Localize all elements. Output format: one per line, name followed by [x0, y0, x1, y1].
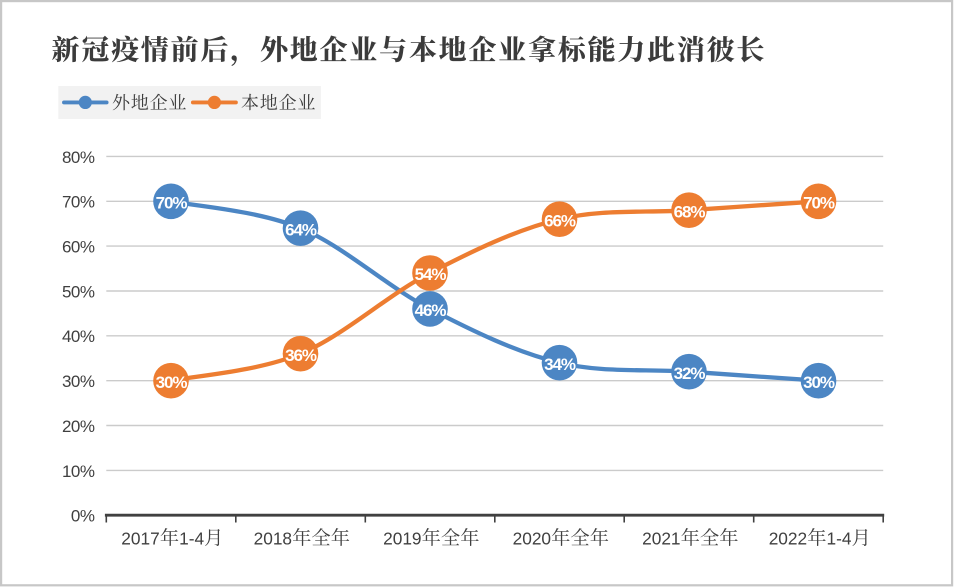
- svg-text:0%: 0%: [71, 507, 95, 526]
- svg-text:64%: 64%: [285, 220, 317, 239]
- svg-text:2020: 2020: [513, 529, 551, 549]
- svg-text:2018: 2018: [254, 529, 292, 549]
- svg-text:34%: 34%: [544, 355, 576, 374]
- svg-text:80%: 80%: [62, 148, 95, 167]
- svg-text:30%: 30%: [803, 373, 835, 392]
- svg-text:54%: 54%: [415, 265, 447, 284]
- svg-text:50%: 50%: [62, 282, 95, 301]
- svg-text:68%: 68%: [674, 202, 706, 221]
- svg-text:66%: 66%: [544, 211, 576, 230]
- svg-text:70%: 70%: [62, 193, 95, 212]
- svg-text:70%: 70%: [156, 193, 188, 212]
- svg-text:1-4: 1-4: [827, 529, 852, 549]
- svg-text:2017: 2017: [121, 529, 159, 549]
- svg-text:40%: 40%: [62, 327, 95, 346]
- svg-text:36%: 36%: [285, 346, 317, 365]
- svg-text:60%: 60%: [62, 238, 95, 257]
- svg-text:1-4: 1-4: [179, 529, 204, 549]
- svg-text:20%: 20%: [62, 417, 95, 436]
- svg-text:30%: 30%: [156, 373, 188, 392]
- svg-text:2019: 2019: [383, 529, 421, 549]
- svg-text:30%: 30%: [62, 372, 95, 391]
- svg-text:46%: 46%: [415, 301, 447, 320]
- svg-text:2021: 2021: [642, 529, 680, 549]
- svg-text:10%: 10%: [62, 462, 95, 481]
- svg-text:32%: 32%: [674, 364, 706, 383]
- svg-text:2022: 2022: [769, 529, 807, 549]
- svg-text:70%: 70%: [803, 193, 835, 212]
